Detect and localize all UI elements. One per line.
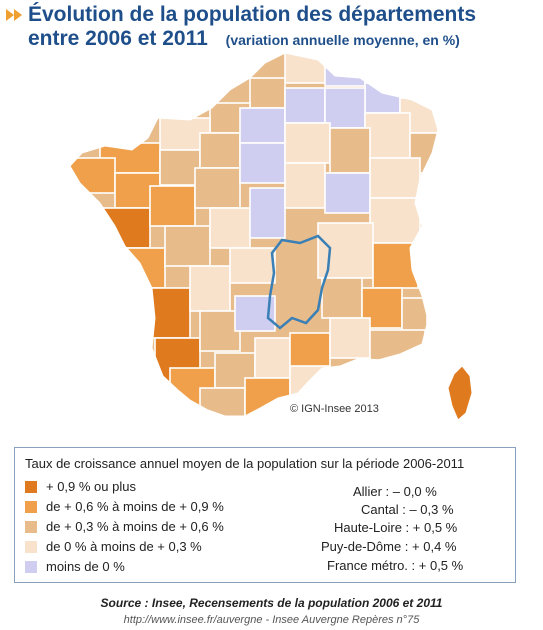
legend-item: de 0 % à moins de + 0,3 % (25, 539, 202, 554)
stat-allier: Allier : – 0,0 % (353, 484, 437, 499)
copyright-icon: © (290, 403, 299, 415)
legend-swatch (25, 480, 37, 493)
page-title: Évolution de la population des départeme… (6, 2, 541, 52)
department-area (284, 162, 326, 209)
department-area (239, 142, 286, 184)
department-area (199, 310, 241, 352)
department-area (194, 167, 241, 209)
title-subtitle: (variation annuelle moyenne, en %) (225, 32, 460, 48)
france-department-map (69, 52, 473, 421)
legend-swatch (25, 500, 37, 513)
title-line-2: entre 2006 et 2011 (28, 27, 208, 50)
department-area (159, 149, 201, 186)
stat-france-metro: France métro. : + 0,5 % (327, 558, 464, 573)
source-line: Source : Insee, Recensements de la popul… (100, 596, 443, 610)
department-area (329, 317, 371, 359)
department-area (189, 265, 231, 312)
department-area (249, 187, 286, 239)
department-patches (70, 53, 438, 416)
department-area (369, 157, 421, 199)
department-area (254, 337, 291, 379)
department-area (164, 225, 211, 267)
department-area (324, 87, 366, 129)
department-area (364, 82, 401, 114)
department-area (284, 87, 326, 124)
legend-item: moins de 0 % (25, 559, 125, 574)
department-area (229, 247, 276, 284)
stat-cantal: Cantal : – 0,3 % (361, 502, 454, 517)
fast-forward-icon (6, 7, 24, 23)
legend-swatch (25, 540, 37, 553)
auvergne-region-outline (266, 234, 332, 330)
legend-box: Taux de croissance annuel moyen de la po… (14, 447, 516, 583)
department-area (284, 122, 331, 164)
department-area (324, 172, 371, 214)
department-area (209, 207, 251, 249)
department-area (321, 277, 363, 319)
legend-item: de + 0,3 % à moins de + 0,6 % (25, 519, 224, 534)
legend-item: de + 0,6 % à moins de + 0,9 % (25, 499, 224, 514)
department-area (364, 112, 411, 159)
department-area (329, 127, 371, 174)
department-area (369, 329, 426, 361)
stat-puy-de-dome: Puy-de-Dôme : + 0,4 % (321, 539, 457, 554)
department-area (239, 107, 286, 144)
title-line-1: Évolution de la population des départeme… (28, 3, 477, 26)
department-area (144, 287, 191, 339)
legend-title: Taux de croissance annuel moyen de la po… (25, 456, 465, 471)
department-area (249, 77, 286, 109)
department-area (289, 365, 331, 402)
department-area (199, 132, 241, 169)
corsica (447, 365, 473, 421)
footer-url: http://www.insee.fr/auvergne - Insee Auv… (123, 614, 420, 626)
department-area (70, 157, 116, 194)
department-area (369, 197, 421, 244)
department-area (289, 332, 331, 369)
legend-swatch (25, 560, 37, 573)
legend-item: + 0,9 % ou plus (25, 479, 136, 494)
department-area (149, 185, 196, 227)
department-area (199, 387, 246, 416)
copyright-text: © IGN-Insee 2013 (290, 403, 379, 415)
department-area (317, 222, 374, 279)
stat-haute-loire: Haute-Loire : + 0,5 % (334, 520, 458, 535)
legend-swatch (25, 520, 37, 533)
